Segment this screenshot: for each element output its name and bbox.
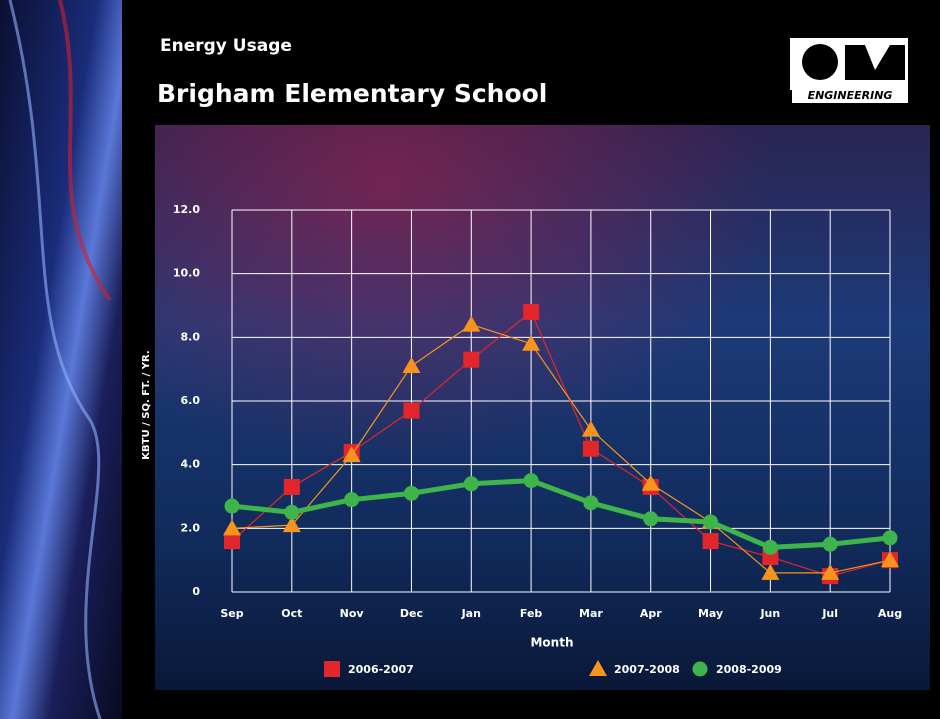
x-tick-label: Dec	[400, 607, 423, 620]
x-tick-label: Jul	[821, 607, 838, 620]
data-point	[703, 533, 719, 549]
legend-marker	[693, 662, 708, 677]
data-point	[583, 441, 599, 457]
y-tick-label: 2.0	[181, 521, 201, 534]
y-axis-label: KBTU / SQ. FT. / YR.	[141, 350, 152, 459]
data-point	[883, 530, 898, 545]
data-point	[464, 476, 479, 491]
y-tick-label: 6.0	[181, 394, 201, 407]
x-tick-label: Apr	[640, 607, 662, 620]
data-point	[284, 505, 299, 520]
data-point	[523, 304, 539, 320]
legend-label: 2006-2007	[348, 663, 414, 676]
x-tick-label: Aug	[878, 607, 902, 620]
legend-label: 2007-2008	[614, 663, 680, 676]
data-point	[404, 486, 419, 501]
chart: Energy Usage Brigham Elementary School E…	[0, 0, 940, 719]
data-point	[225, 499, 240, 514]
page: Energy Usage Brigham Elementary School E…	[0, 0, 940, 719]
y-tick-label: 4.0	[181, 458, 201, 471]
x-tick-label: Jan	[461, 607, 481, 620]
legend-label: 2008-2009	[716, 663, 782, 676]
data-point	[823, 537, 838, 552]
y-tick-label: 8.0	[181, 330, 201, 343]
logo: ENGINEERING	[790, 38, 908, 103]
data-point	[583, 495, 598, 510]
y-tick-label: 10.0	[173, 267, 200, 280]
y-tick-label: 0	[192, 585, 200, 598]
x-tick-label: Oct	[281, 607, 302, 620]
data-point	[703, 514, 718, 529]
x-tick-label: Nov	[340, 607, 365, 620]
logo-text: ENGINEERING	[808, 89, 893, 102]
x-axis-label: Month	[530, 636, 573, 650]
data-point	[284, 479, 300, 495]
data-point	[224, 533, 240, 549]
chart-title: Energy Usage	[160, 36, 292, 56]
x-tick-label: Jun	[759, 607, 780, 620]
data-point	[463, 352, 479, 368]
chart-subtitle: Brigham Elementary School	[157, 79, 547, 108]
x-tick-label: Mar	[579, 607, 603, 620]
data-point	[524, 473, 539, 488]
data-point	[763, 540, 778, 555]
y-tick-label: 12.0	[173, 203, 200, 216]
x-tick-label: May	[698, 607, 723, 620]
data-point	[403, 403, 419, 419]
x-tick-label: Sep	[220, 607, 243, 620]
logo-mark	[802, 44, 838, 80]
x-tick-label: Feb	[520, 607, 543, 620]
data-point	[344, 492, 359, 507]
data-point	[643, 511, 658, 526]
legend-marker	[324, 661, 340, 677]
